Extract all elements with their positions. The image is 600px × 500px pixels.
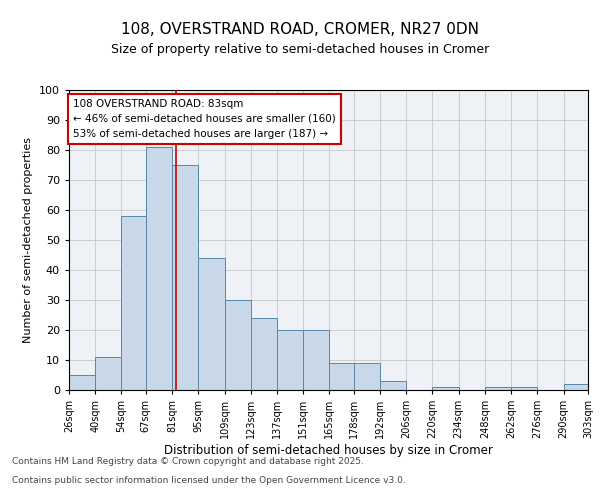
Bar bbox=[303, 330, 329, 390]
Bar bbox=[354, 363, 380, 390]
Bar bbox=[198, 258, 224, 390]
Bar bbox=[95, 357, 121, 390]
Bar bbox=[433, 387, 459, 390]
Text: 108 OVERSTRAND ROAD: 83sqm
← 46% of semi-detached houses are smaller (160)
53% o: 108 OVERSTRAND ROAD: 83sqm ← 46% of semi… bbox=[73, 99, 335, 138]
Bar bbox=[251, 318, 277, 390]
Bar bbox=[146, 147, 172, 390]
Bar bbox=[563, 384, 588, 390]
Bar bbox=[277, 330, 303, 390]
Bar bbox=[224, 300, 251, 390]
Bar bbox=[121, 216, 146, 390]
Text: Contains HM Land Registry data © Crown copyright and database right 2025.: Contains HM Land Registry data © Crown c… bbox=[12, 458, 364, 466]
Text: 108, OVERSTRAND ROAD, CROMER, NR27 0DN: 108, OVERSTRAND ROAD, CROMER, NR27 0DN bbox=[121, 22, 479, 38]
Bar bbox=[511, 387, 538, 390]
Bar bbox=[380, 381, 406, 390]
Text: Contains public sector information licensed under the Open Government Licence v3: Contains public sector information licen… bbox=[12, 476, 406, 485]
Bar bbox=[329, 363, 354, 390]
Bar bbox=[69, 375, 95, 390]
Bar bbox=[485, 387, 511, 390]
Y-axis label: Number of semi-detached properties: Number of semi-detached properties bbox=[23, 137, 34, 343]
X-axis label: Distribution of semi-detached houses by size in Cromer: Distribution of semi-detached houses by … bbox=[164, 444, 493, 457]
Text: Size of property relative to semi-detached houses in Cromer: Size of property relative to semi-detach… bbox=[111, 42, 489, 56]
Bar bbox=[172, 165, 198, 390]
